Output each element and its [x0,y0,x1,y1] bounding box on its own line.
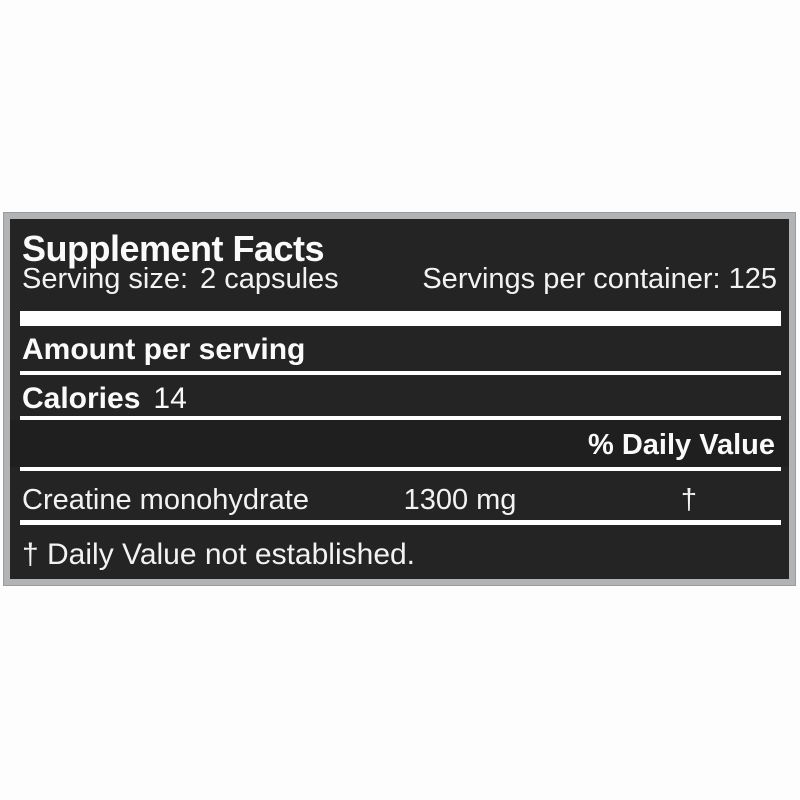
calories-label: Calories [22,382,141,415]
ingredient-row: Creatine monohydrate 1300 mg † [10,484,789,520]
serving-info-row: Serving size: 2 capsules Servings per con… [22,263,777,296]
supplement-facts-panel: Supplement Facts Serving size: 2 capsules… [4,213,795,585]
ingredient-daily-value-dagger: † [680,484,698,516]
daily-value-band [10,420,789,467]
divider-rule [20,467,781,471]
supplement-facts-panel-inner: Supplement Facts Serving size: 2 capsules… [10,219,789,579]
daily-value-heading: % Daily Value [588,429,775,461]
serving-size-value: 2 capsules [200,263,339,295]
servings-per-container: Servings per container: 125 [422,263,777,295]
calories-value: 14 [153,382,187,415]
divider-rule [20,416,781,420]
amount-per-serving-heading: Amount per serving [22,333,306,366]
supplement-facts-title: Supplement Facts [22,228,325,269]
serving-size-label: Serving size: [22,263,189,295]
serving-size: Serving size: 2 capsules [22,263,339,296]
daily-value-footnote: † Daily Value not established. [22,538,416,571]
thick-divider-bar [20,311,781,326]
calories-row: Calories 14 [22,382,187,416]
divider-rule [20,371,781,375]
divider-rule [20,520,781,525]
ingredient-name: Creatine monohydrate [22,484,309,516]
ingredient-amount: 1300 mg [403,484,517,516]
